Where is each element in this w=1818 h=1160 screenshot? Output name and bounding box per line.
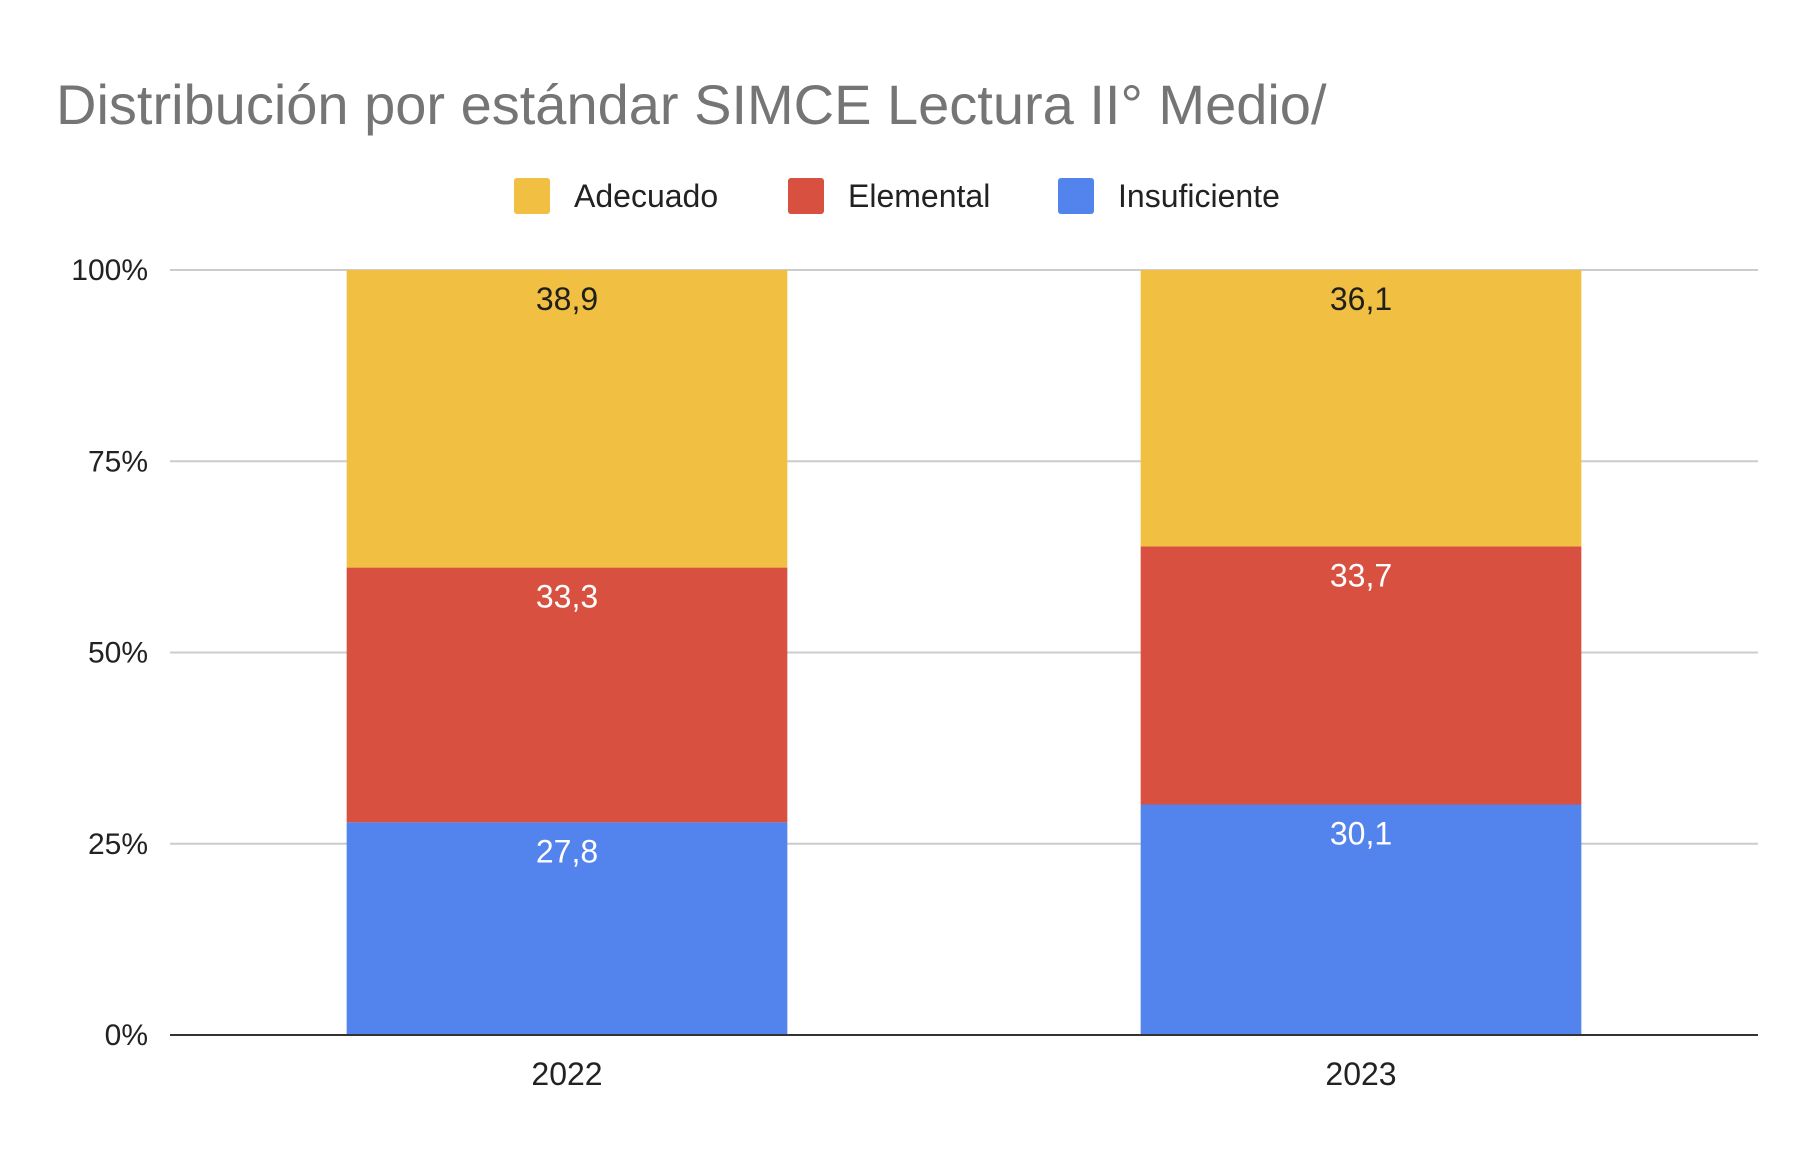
- bar-insuficiente-2023: [1140, 804, 1582, 1035]
- legend: Adecuado Elemental Insuficiente: [514, 178, 1280, 214]
- data-label-insuficiente-2023: 30,1: [1330, 816, 1392, 852]
- bar-elemental-2023: [1140, 546, 1582, 805]
- y-tick-label-0: 0%: [105, 1019, 148, 1052]
- legend-swatch-elemental: [788, 178, 824, 214]
- y-tick-label-100: 100%: [71, 254, 148, 287]
- bar-adecuado-2022: [346, 270, 788, 568]
- legend-swatch-adecuado: [514, 178, 550, 214]
- legend-label-adecuado: Adecuado: [574, 178, 718, 214]
- y-tick-label-25: 25%: [88, 828, 148, 861]
- chart-title: Distribución por estándar SIMCE Lectura …: [56, 73, 1327, 136]
- legend-swatch-insuficiente: [1058, 178, 1094, 214]
- x-tick-label-2023: 2023: [1325, 1056, 1396, 1092]
- data-label-elemental-2023: 33,7: [1330, 557, 1392, 593]
- x-axis-tick-labels: 2022 2023: [531, 1056, 1396, 1092]
- y-tick-label-75: 75%: [88, 445, 148, 478]
- bar-insuficiente-2022: [346, 822, 788, 1035]
- data-label-elemental-2022: 33,3: [536, 579, 598, 615]
- data-label-adecuado-2022: 38,9: [536, 281, 598, 317]
- bars: 27,8 33,3 38,9 30,1 33,7 36,1: [170, 270, 1758, 1036]
- legend-label-insuficiente: Insuficiente: [1118, 178, 1280, 214]
- data-label-adecuado-2023: 36,1: [1330, 281, 1392, 317]
- y-tick-label-50: 50%: [88, 637, 148, 670]
- y-axis-tick-labels: 0% 25% 50% 75% 100%: [71, 254, 148, 1052]
- x-tick-label-2022: 2022: [531, 1056, 602, 1092]
- bar-elemental-2022: [346, 567, 788, 823]
- data-label-insuficiente-2022: 27,8: [536, 833, 598, 869]
- bar-adecuado-2023: [1140, 270, 1582, 547]
- legend-label-elemental: Elemental: [848, 178, 990, 214]
